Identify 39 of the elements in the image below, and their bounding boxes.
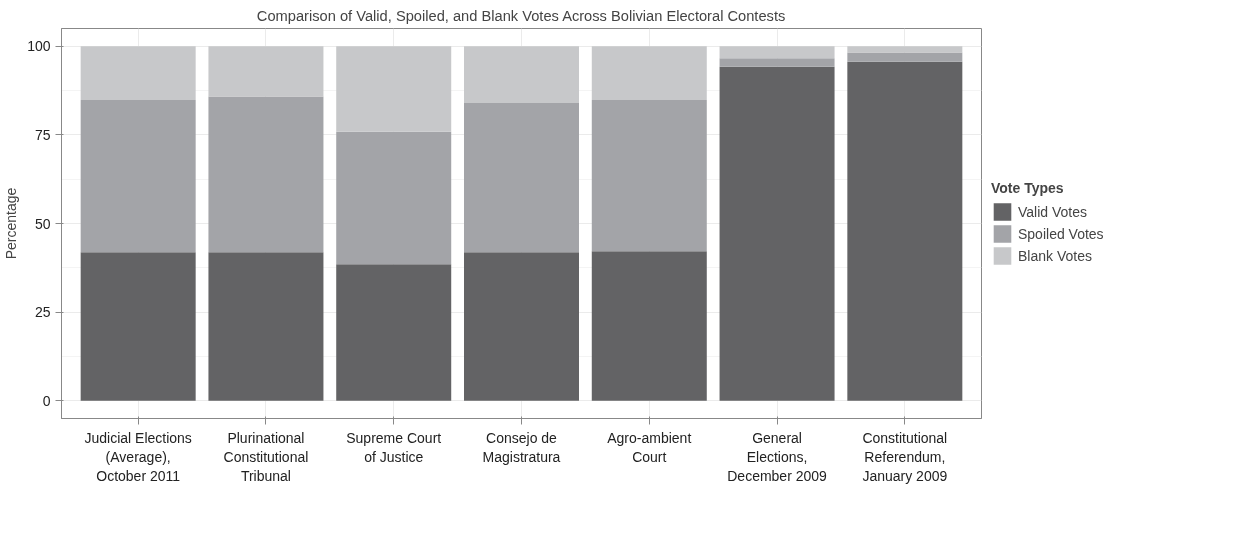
bar bbox=[80, 252, 196, 401]
x-tick-label: Consejo de Magistratura bbox=[482, 429, 561, 465]
bar bbox=[80, 46, 196, 101]
bar bbox=[847, 52, 963, 62]
bar bbox=[847, 46, 963, 53]
x-tick-label: General Elections, December 2009 bbox=[727, 429, 828, 484]
bar bbox=[719, 58, 835, 67]
bar bbox=[464, 46, 579, 103]
y-tick-label: 100 bbox=[27, 38, 51, 55]
bar bbox=[719, 46, 835, 59]
bar bbox=[336, 131, 452, 265]
bar bbox=[591, 100, 707, 252]
legend-title: Vote Types bbox=[991, 179, 1065, 196]
bar bbox=[336, 264, 452, 401]
bar bbox=[80, 100, 196, 253]
bar bbox=[464, 102, 579, 253]
x-tick-label: Judicial Elections (Average), October 2011 bbox=[84, 429, 192, 484]
bar bbox=[208, 252, 324, 401]
x-tick-label: Constitutional Referendum, January 2009 bbox=[862, 429, 948, 484]
chart-title: Comparison of Valid, Spoiled, and Blank Votes Across Bolivian Electoral Contests bbox=[256, 7, 786, 24]
bar bbox=[719, 66, 835, 401]
x-tick-label: Supreme Court of Justice bbox=[346, 429, 442, 465]
x-tick-label: Plurinational Constitutional Tribunal bbox=[223, 429, 309, 484]
bar bbox=[591, 251, 707, 401]
bar bbox=[208, 96, 324, 253]
bar bbox=[208, 46, 324, 97]
y-axis-title: Percentage bbox=[3, 187, 20, 260]
legend-label: Spoiled Votes bbox=[1018, 224, 1104, 244]
x-tick-label: Agro-ambient Court bbox=[607, 429, 692, 465]
bar bbox=[464, 252, 579, 401]
bar bbox=[847, 61, 963, 401]
bar bbox=[591, 46, 707, 101]
y-tick-label: 75 bbox=[34, 126, 51, 143]
y-tick-label: 50 bbox=[34, 215, 51, 232]
y-tick-label: 0 bbox=[42, 392, 51, 409]
bar bbox=[336, 46, 452, 132]
legend-label: Blank Votes bbox=[1018, 246, 1092, 266]
legend-label: Valid Votes bbox=[1018, 202, 1088, 222]
y-tick-label: 25 bbox=[34, 304, 51, 321]
